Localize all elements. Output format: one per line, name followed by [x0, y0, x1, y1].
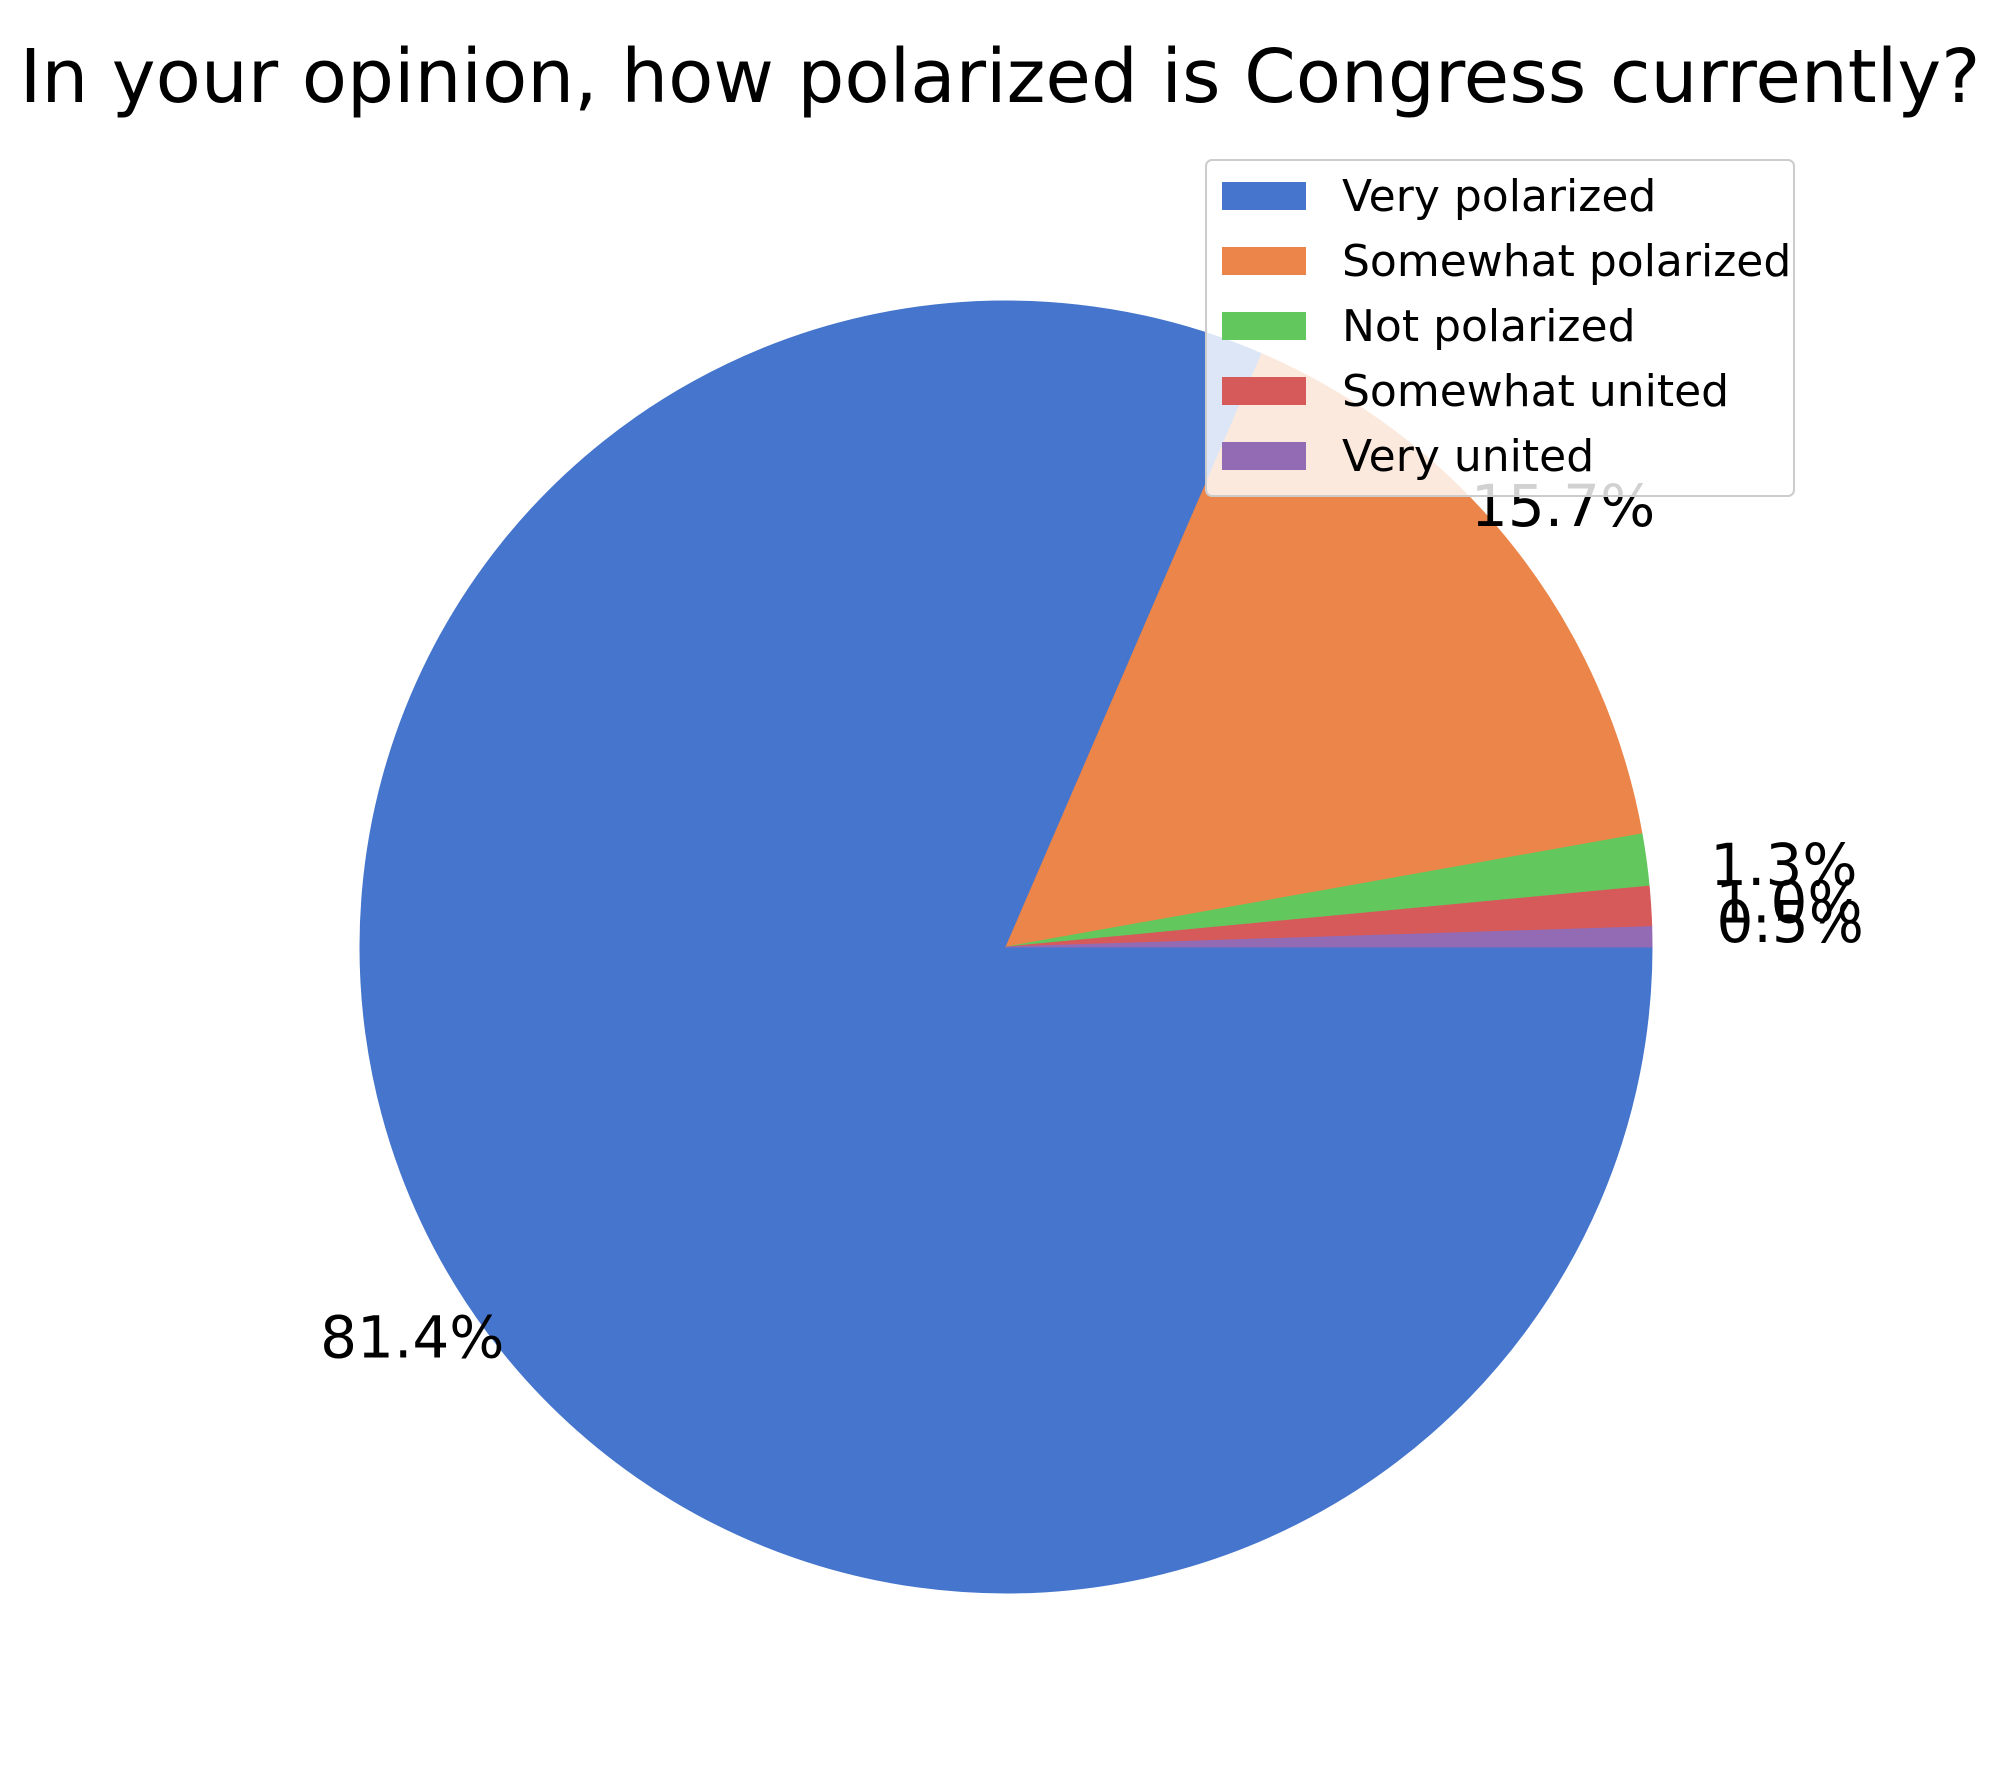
legend-label-somewhat-polarized: Somewhat polarized — [1342, 236, 1791, 287]
percentage-label-somewhat-united: 1.0% — [1715, 868, 1862, 936]
legend-label-not-polarized: Not polarized — [1342, 301, 1636, 352]
percentage-label-very-united: 0.5% — [1717, 888, 1864, 956]
legend-label-somewhat-united: Somewhat united — [1342, 366, 1729, 417]
pie-slice-very-united — [1005, 926, 1653, 948]
legend: Very polarized Somewhat polarized Not pola… — [1205, 159, 1795, 497]
legend-swatch-somewhat-united — [1222, 377, 1306, 405]
chart-title: In your opinion, how polarized is Congre… — [20, 34, 1981, 120]
legend-swatch-somewhat-polarized — [1222, 247, 1306, 275]
legend-items: Very polarized Somewhat polarized Not pola… — [1222, 171, 1791, 482]
percentage-label-not-polarized: 1.3% — [1710, 831, 1857, 899]
pie-slices — [359, 300, 1653, 1594]
legend-frame — [1205, 159, 1795, 497]
legend-swatch-very-united — [1222, 442, 1306, 470]
legend-label-very-united: Very united — [1342, 431, 1594, 482]
percentage-label-very-polarized: 81.4% — [320, 1303, 504, 1371]
legend-label-very-polarized: Very polarized — [1342, 171, 1656, 222]
legend-swatch-not-polarized — [1222, 312, 1306, 340]
legend-swatch-very-polarized — [1222, 182, 1306, 210]
